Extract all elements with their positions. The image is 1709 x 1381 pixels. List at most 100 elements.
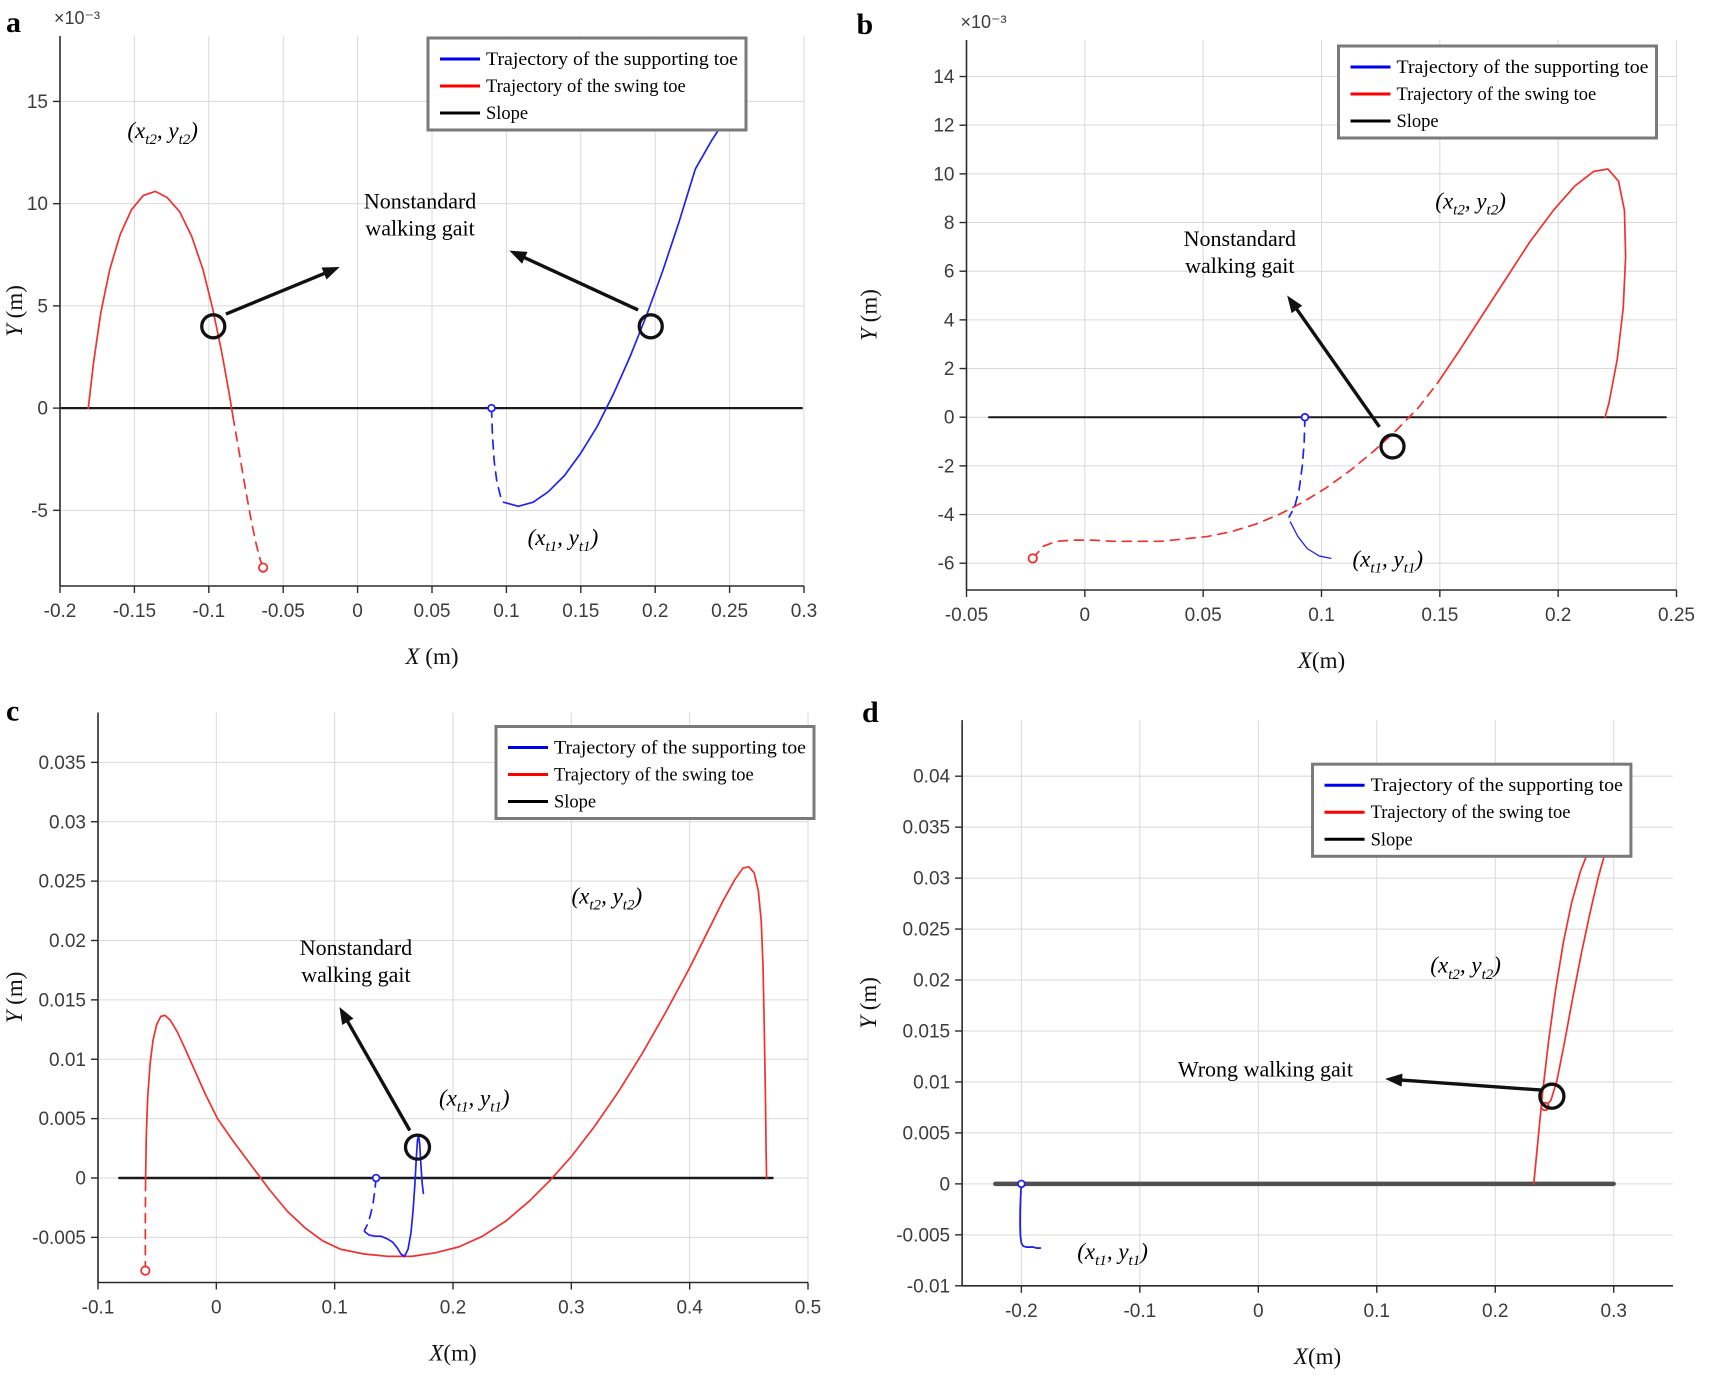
panel-b: -0.05 0 0.05 0.1 0.15 0.2 0.25 -6 -4 -2 0 2 4 6 8 10 12 1… xyxy=(854,0,1709,690)
x-axis-label: X (m) xyxy=(404,644,458,669)
series-supporting-toe-underground xyxy=(1288,416,1306,518)
annotation-arrow-head xyxy=(321,267,340,280)
x-tick-label: 0.1 xyxy=(493,601,519,622)
legend-box xyxy=(426,36,748,132)
series-swing-toe-underground-marker xyxy=(1027,553,1038,564)
y-tick-label: 4 xyxy=(944,310,955,331)
series-supporting-toe-underground-marker xyxy=(371,1173,381,1183)
annotation-arrow-head xyxy=(1385,1073,1403,1087)
y-tick-label: 0 xyxy=(940,1174,951,1195)
panel-letter: c xyxy=(6,695,19,728)
annotation-arrow-shaft xyxy=(225,271,327,316)
legend-item-label: Trajectory of the swing toe xyxy=(1371,802,1571,823)
legend-box xyxy=(1311,762,1633,858)
x-tick-label: 0.15 xyxy=(1421,605,1458,626)
y-axis-label: Y (m) xyxy=(857,289,882,341)
y-tick-label: 0.03 xyxy=(913,869,950,890)
point-coordinate-label: (xt2​, yt2​) xyxy=(1435,189,1506,219)
series-swing-toe xyxy=(144,866,768,1258)
y-tick-label: 6 xyxy=(944,262,955,283)
panel-letter: a xyxy=(6,6,21,39)
y-tick-label: 0.015 xyxy=(903,1021,951,1042)
legend-box xyxy=(494,725,816,820)
chart-panel-b: -0.05 0 0.05 0.1 0.15 0.2 0.25 -6 -4 -2 0 2 4 6 8 10 12 1… xyxy=(854,0,1709,690)
y-tick-label: 8 xyxy=(944,213,955,234)
y-tick-label: 0 xyxy=(75,1169,86,1190)
x-tick-label: 0.1 xyxy=(1364,1301,1390,1322)
series-swing-toe-underground-marker xyxy=(258,562,269,573)
y-tick-label: -0.005 xyxy=(32,1228,86,1249)
annotation-text: walking gait xyxy=(301,962,410,987)
y-axis-label: Y (m) xyxy=(2,972,27,1024)
y-tick-label: 0 xyxy=(37,399,48,420)
y-tick-label: 12 xyxy=(933,116,954,137)
annotation-arrow-shaft xyxy=(345,1019,412,1132)
annotation-arrow-head xyxy=(339,1007,354,1025)
legend-item-label: Trajectory of the supporting toe xyxy=(486,50,738,70)
x-tick-label: 0 xyxy=(1080,605,1091,626)
x-tick-label: 0.05 xyxy=(1185,605,1222,626)
y-tick-label: 0.01 xyxy=(913,1072,950,1093)
y-tick-label: 0.02 xyxy=(49,931,86,952)
legend-item-label: Trajectory of the swing toe xyxy=(1397,85,1597,105)
legend-item-label: Trajectory of the swing toe xyxy=(554,766,754,786)
y-tick-label: 0.04 xyxy=(913,767,950,788)
x-tick-label: -0.05 xyxy=(262,601,305,622)
chart-panel-c: -0.1 0 0.1 0.2 0.3 0.4 0.5 -0.005 0 0.005 0.01 0.01… xyxy=(0,690,854,1381)
x-tick-label: 0.25 xyxy=(711,601,748,622)
panel-letter: b xyxy=(857,8,874,41)
annotation-text: walking gait xyxy=(1185,253,1294,278)
point-coordinate-label: (xt2​, yt2​) xyxy=(1430,952,1501,983)
x-tick-label: -0.2 xyxy=(1005,1301,1038,1322)
annotation-text: Wrong walking gait xyxy=(1178,1057,1353,1082)
x-tick-label: 0.3 xyxy=(791,601,817,622)
x-tick-label: 0 xyxy=(211,1298,222,1319)
chart-panel-a: -0.2 -0.15 -0.1 -0.05 0 0.05 0.1 0.15 0.2 0.25 0.3… xyxy=(0,0,854,690)
legend: Trajectory of the supporting toe Trajecto… xyxy=(494,725,816,820)
x-tick-label: 0.2 xyxy=(1482,1301,1508,1322)
annotation-arrow-shaft xyxy=(1399,1078,1542,1092)
x-tick-label: 0.05 xyxy=(414,601,451,622)
highlight-circle xyxy=(637,313,664,340)
annotation-text: walking gait xyxy=(365,215,474,240)
point-coordinate-label: (xt2​, yt2​) xyxy=(572,883,643,913)
series-supporting-toe-marker xyxy=(1017,1179,1026,1189)
x-tick-label: 0.2 xyxy=(642,601,668,622)
series-label-leader xyxy=(1289,521,1332,560)
legend-item-label: Trajectory of the supporting toe xyxy=(1397,58,1649,78)
x-tick-label: 0.1 xyxy=(1308,605,1334,626)
y-tick-label: -6 xyxy=(938,554,955,575)
legend-box xyxy=(1337,44,1658,140)
y-tick-label: 5 xyxy=(37,296,48,317)
highlight-circle xyxy=(1538,1082,1566,1110)
annotation-text: Nonstandard xyxy=(364,188,476,213)
series-swing-toe-arch xyxy=(87,190,234,418)
y-tick-label: 15 xyxy=(27,92,48,113)
y-tick-label: -5 xyxy=(31,501,48,522)
series-swing-toe xyxy=(1436,168,1627,419)
point-coordinate-label: (xt1​, yt1​) xyxy=(1077,1238,1148,1269)
series-supporting-toe-underground-marker xyxy=(1300,412,1310,422)
legend-item-label: Slope xyxy=(1371,829,1413,850)
x-tick-label: 0.2 xyxy=(1545,605,1571,626)
y-tick-label: 0.01 xyxy=(49,1050,86,1071)
panel-a: -0.2 -0.15 -0.1 -0.05 0 0.05 0.1 0.15 0.2 0.25 0.3… xyxy=(0,0,854,690)
x-tick-label: 0 xyxy=(1253,1301,1264,1322)
x-tick-label: 0.15 xyxy=(562,601,599,622)
highlight-circle xyxy=(403,1133,432,1161)
x-tick-label: 0.3 xyxy=(558,1298,584,1319)
series-supporting-toe xyxy=(502,116,728,508)
series-supporting-toe xyxy=(363,1134,425,1258)
x-tick-label: 0.2 xyxy=(440,1298,466,1319)
x-tick-label: 0.4 xyxy=(676,1298,703,1319)
series-supporting-toe-underground-marker xyxy=(487,403,496,413)
x-tick-label: 0.1 xyxy=(321,1298,347,1319)
highlight-circle xyxy=(200,313,227,340)
annotation-text: Nonstandard xyxy=(300,935,412,960)
y-tick-label: 2 xyxy=(944,359,955,380)
x-axis-label: X(m) xyxy=(1293,1343,1341,1369)
series-supporting-toe xyxy=(1019,1182,1042,1249)
x-axis-label: X(m) xyxy=(428,1341,476,1366)
x-tick-label: -0.1 xyxy=(192,601,225,622)
